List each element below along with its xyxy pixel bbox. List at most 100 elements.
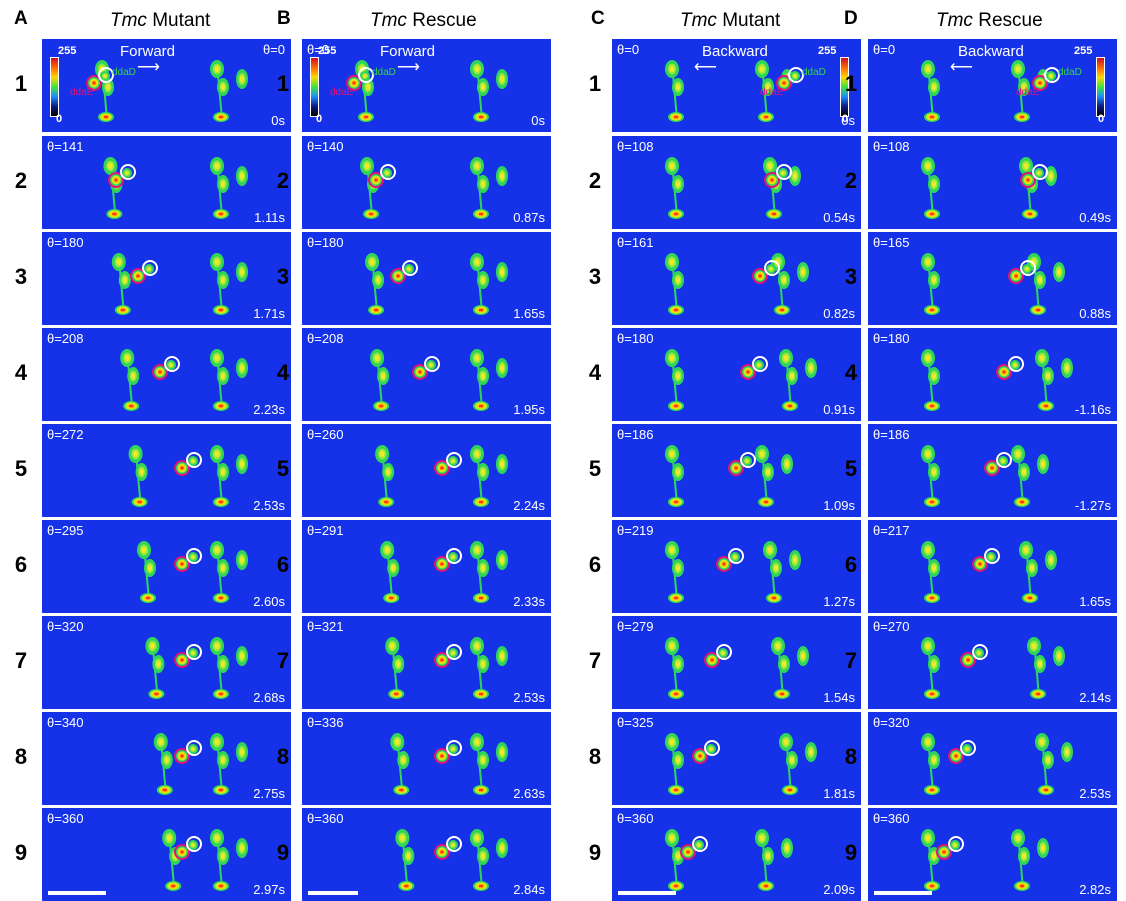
image-panel: θ=270 2.14s [868, 616, 1117, 709]
image-panel: θ=108 0.54s [612, 136, 861, 229]
neuron-blob [166, 834, 172, 842]
colorbar-max-label: 255 [318, 45, 337, 57]
condition: Mutant [146, 10, 211, 31]
ddae-marker [108, 172, 124, 188]
neuron-blob [368, 212, 374, 216]
neuron-blob [137, 500, 142, 504]
neuron-blob [239, 652, 245, 660]
neuron-blob [180, 658, 184, 662]
neuron-blob [373, 308, 379, 312]
neuron-blob [669, 834, 675, 842]
neuron-blob [759, 834, 765, 842]
neuron-blob [474, 834, 480, 842]
neuron-blob [710, 658, 714, 662]
ddae-marker [434, 460, 450, 476]
neuron-blob [474, 354, 480, 362]
neuron-blob [673, 308, 679, 312]
neuron-blob [218, 500, 224, 504]
row-number: 9 [844, 840, 858, 865]
neuron-blob [112, 212, 117, 216]
arrow-left-icon: ⟵ [694, 59, 717, 76]
neuron-blob [931, 564, 937, 572]
neuron-blob [399, 834, 405, 842]
fluorescence-image [921, 445, 1049, 507]
neuron-blob [136, 274, 140, 278]
neuron-blob [474, 642, 480, 650]
row-number: 3 [844, 264, 858, 289]
neuron-blob [103, 115, 109, 119]
neuron-blob [675, 83, 681, 91]
neuron-blob [965, 747, 969, 751]
neuron-blob [669, 642, 675, 650]
column-title: Tmc Rescue [936, 10, 1043, 32]
neuron-blob [480, 756, 486, 764]
ddae-marker [972, 556, 988, 572]
neuron-blob [388, 596, 394, 600]
neuron-blob [1015, 450, 1021, 458]
neuron-blob [1048, 556, 1054, 564]
colorbar [310, 57, 319, 117]
neuron-blob [1014, 274, 1018, 278]
neuron-blob [383, 500, 389, 504]
neuron-blob [480, 852, 486, 860]
image-panel: θ=208 2.23s [42, 328, 291, 421]
ddae-marker [1032, 75, 1048, 91]
image-panel: θ=161 0.82s [612, 232, 861, 325]
fluorescence-image [145, 637, 248, 699]
row-number: 4 [844, 360, 858, 385]
row-number: 6 [588, 552, 602, 577]
theta-label: θ=108 [873, 139, 910, 154]
neuron-blob [407, 267, 411, 271]
fluorescence-image [153, 733, 248, 795]
image-panel: θ=140 0.87s [302, 136, 551, 229]
neuron-blob [1027, 596, 1033, 600]
neuron-blob [1038, 81, 1042, 85]
neuron-blob [191, 555, 195, 559]
row-number: 3 [276, 264, 290, 289]
row-number: 5 [844, 456, 858, 481]
neuron-blob [180, 754, 184, 758]
neuron-blob [673, 500, 679, 504]
row-number: 5 [588, 456, 602, 481]
direction-label: Backward [958, 43, 1024, 60]
neuron-blob [925, 162, 931, 170]
row-number: 2 [276, 168, 290, 193]
ddae-marker [752, 268, 768, 284]
time-label: 2.84s [513, 882, 545, 897]
theta-label: θ=180 [307, 235, 344, 250]
ddad-marker [446, 452, 462, 468]
row-number: 6 [276, 552, 290, 577]
neuron-blob [1026, 178, 1030, 182]
neuron-blob [1002, 370, 1006, 374]
ddae-marker [984, 460, 1000, 476]
neuron-blob [406, 852, 411, 860]
neuron-blob [782, 81, 786, 85]
neuron-blob [214, 258, 220, 266]
neuron-blob [103, 74, 107, 78]
column-letter-a: A [14, 8, 28, 29]
gene-name: Tmc [110, 10, 147, 31]
neuron-blob [721, 651, 725, 655]
ddad-marker [446, 740, 462, 756]
ddad-marker [1032, 164, 1048, 180]
neuron-blob [374, 354, 380, 362]
ddae-marker [368, 172, 384, 188]
neuron-blob [440, 754, 444, 758]
neuron-blob [673, 212, 679, 216]
neuron-blob [931, 276, 937, 284]
image-panel: θ=360 2.97s [42, 808, 291, 901]
image-panel: θ=165 0.88s [868, 232, 1117, 325]
neuron-blob [125, 171, 129, 175]
row-number: 8 [276, 744, 290, 769]
neuron-blob [220, 276, 226, 284]
ddae-marker [996, 364, 1012, 380]
fluorescence-image [665, 60, 804, 122]
image-panel: θ=336 2.63s [302, 712, 551, 805]
colorbar-min-label: 0 [316, 113, 323, 125]
neuron-blob [669, 450, 675, 458]
theta-label: θ=279 [617, 619, 654, 634]
neuron-blob [214, 834, 220, 842]
neuron-blob [369, 258, 375, 266]
neuron-blob [218, 212, 224, 216]
neuron-blob [789, 756, 795, 764]
